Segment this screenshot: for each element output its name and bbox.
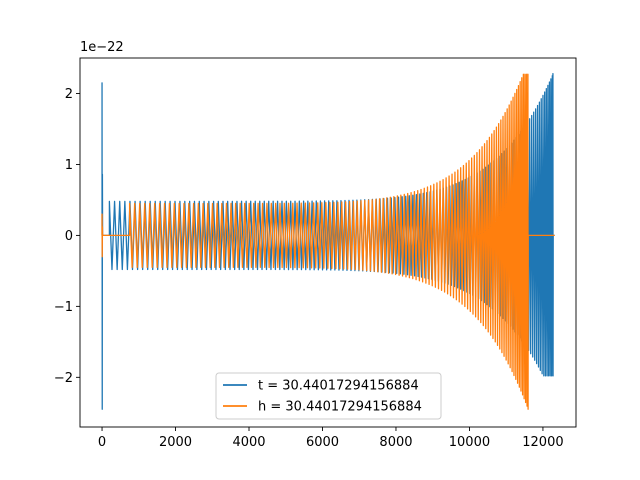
legend-label: t = 30.44017294156884 <box>258 379 419 394</box>
axes-frame <box>79 57 577 428</box>
y-tick-label: 2 <box>65 87 73 102</box>
x-tick-label: 2000 <box>159 435 192 450</box>
plot-series <box>101 72 555 410</box>
x-tick-label: 0 <box>98 435 106 450</box>
y-axis: −2 −1 0 1 2 <box>54 87 80 386</box>
legend-label: h = 30.44017294156884 <box>258 400 422 415</box>
legend-box <box>215 372 442 420</box>
y-tick-label: −2 <box>54 371 73 386</box>
x-tick-label: 12000 <box>522 435 563 450</box>
x-tick-label: 8000 <box>379 435 412 450</box>
y-offset-label: 1e−22 <box>80 40 124 55</box>
y-tick-label: −1 <box>54 300 73 315</box>
x-axis: 0 2000 4000 6000 8000 10000 12000 <box>98 427 564 450</box>
x-tick-label: 6000 <box>306 435 339 450</box>
y-tick-label: 1 <box>65 158 73 173</box>
x-tick-label: 10000 <box>449 435 490 450</box>
x-tick-label: 4000 <box>232 435 265 450</box>
y-tick-label: 0 <box>65 229 73 244</box>
legend: t = 30.44017294156884 h = 30.440172941568… <box>215 372 442 420</box>
series-line-h <box>101 73 555 410</box>
